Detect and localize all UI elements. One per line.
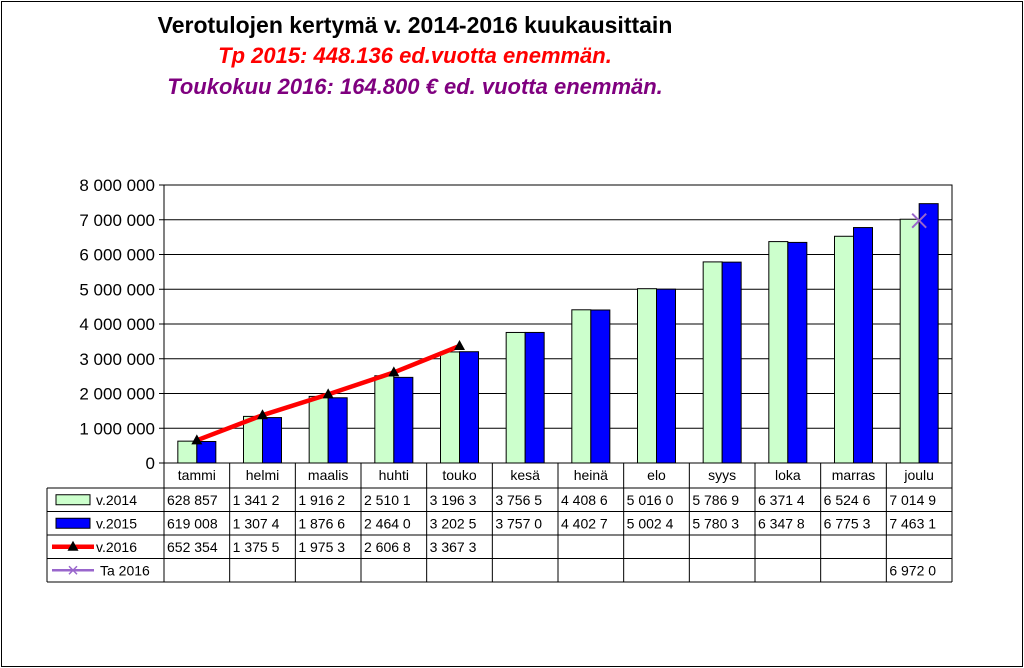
x-tick-label: huhti	[379, 467, 409, 483]
table-cell: 1 307 4	[233, 515, 280, 531]
table-cell: 6 524 6	[824, 492, 871, 508]
legend-label: v.2016	[96, 539, 137, 555]
legend-swatch-v2014	[55, 494, 91, 506]
x-tick-label: joulu	[903, 467, 934, 483]
legend-label: v.2015	[96, 515, 137, 531]
bar-v2014	[505, 331, 526, 464]
bar-v2014	[440, 351, 460, 464]
table-cell: 1 375 5	[233, 539, 280, 555]
marker-v2016	[388, 366, 400, 377]
marker-v2016	[322, 388, 334, 399]
chart-subtitle-2016: Toukokuu 2016: 164.800 € ed. vuotta enem…	[167, 74, 663, 99]
x-tick-label: kesä	[510, 467, 540, 483]
bar-v2014	[899, 218, 920, 464]
y-tick-label: 1 000 000	[79, 419, 155, 438]
table-cell: 5 002 4	[627, 515, 674, 531]
y-tick-label: 0	[146, 454, 155, 473]
table-cell: 7 463 1	[889, 515, 936, 531]
bar-v2014	[834, 235, 854, 464]
x-tick-label: elo	[647, 467, 666, 483]
table-cell: 2 464 0	[364, 515, 411, 531]
y-tick-label: 6 000 000	[79, 246, 155, 265]
bar-v2014	[177, 440, 198, 464]
table-cell: 3 757 0	[495, 515, 542, 531]
bar-v2015	[721, 261, 742, 464]
legend-marker-v2016	[67, 540, 79, 551]
bar-v2015	[853, 227, 873, 464]
x-tick-label: marras	[832, 467, 876, 483]
y-tick-label: 4 000 000	[79, 315, 155, 334]
table-cell: 652 354	[167, 539, 218, 555]
legend-marker-ta2016	[68, 565, 78, 575]
table-cell: 4 402 7	[561, 515, 608, 531]
bar-v2014	[308, 395, 329, 464]
x-tick-label: loka	[775, 467, 801, 483]
table-cell: 6 347 8	[758, 515, 805, 531]
table-cell: 4 408 6	[561, 492, 608, 508]
bar-v2014	[571, 309, 592, 464]
y-tick-label: 8 000 000	[79, 176, 155, 195]
table-cell: 2 510 1	[364, 492, 411, 508]
bar-v2015	[393, 376, 414, 464]
bar-v2014	[374, 375, 395, 464]
table-cell: 6 972 0	[889, 562, 936, 578]
bar-v2015	[196, 440, 217, 464]
table-cell: 6 775 3	[824, 515, 871, 531]
marker-v2016	[257, 409, 268, 420]
bar-v2015	[918, 203, 939, 464]
table-cell: 1 341 2	[233, 492, 280, 508]
table-cell: 7 014 9	[889, 492, 936, 508]
table-cell: 1 916 2	[298, 492, 345, 508]
marker-v2016	[454, 339, 465, 350]
table-cell: 628 857	[167, 492, 218, 508]
marker-v2016	[191, 434, 203, 445]
table-cell: 3 196 3	[430, 492, 477, 508]
legend-swatch-v2015	[55, 517, 91, 529]
table-cell: 3 202 5	[430, 515, 477, 531]
y-tick-label: 5 000 000	[79, 280, 155, 299]
x-tick-label: maalis	[308, 467, 348, 483]
table-cell: 5 016 0	[627, 492, 674, 508]
x-tick-label: tammi	[178, 467, 216, 483]
marker-ta2016	[911, 213, 927, 229]
x-tick-label: heinä	[574, 467, 608, 483]
bar-v2015	[524, 331, 545, 464]
legend-label: v.2014	[96, 492, 137, 508]
table-cell: 3 367 3	[430, 539, 477, 555]
chart-subtitle-2015: Tp 2015: 448.136 ed.vuotta enemmän.	[218, 43, 612, 68]
table-cell: 5 780 3	[692, 515, 739, 531]
legend-label: Ta 2016	[100, 562, 150, 578]
y-tick-label: 7 000 000	[79, 211, 155, 230]
bar-v2015	[590, 309, 611, 464]
y-tick-label: 2 000 000	[79, 385, 155, 404]
table-cell: 2 606 8	[364, 539, 411, 555]
table-cell: 5 786 9	[692, 492, 739, 508]
bar-v2015	[262, 417, 282, 464]
bar-v2015	[787, 241, 808, 464]
bar-v2015	[459, 351, 479, 464]
bar-v2015	[656, 288, 676, 464]
bar-v2015	[327, 397, 348, 464]
bar-v2014	[637, 288, 657, 464]
table-cell: 619 008	[167, 515, 218, 531]
bar-v2014	[702, 261, 723, 464]
table-cell: 3 756 5	[495, 492, 542, 508]
chart-title: Verotulojen kertymä v. 2014-2016 kuukaus…	[157, 12, 673, 38]
x-tick-label: helmi	[246, 467, 279, 483]
bar-v2014	[768, 241, 789, 464]
x-tick-label: touko	[442, 467, 476, 483]
table-cell: 1 975 3	[298, 539, 345, 555]
table-cell: 1 876 6	[298, 515, 345, 531]
y-tick-label: 3 000 000	[79, 350, 155, 369]
x-tick-label: syys	[708, 467, 736, 483]
table-cell: 6 371 4	[758, 492, 805, 508]
